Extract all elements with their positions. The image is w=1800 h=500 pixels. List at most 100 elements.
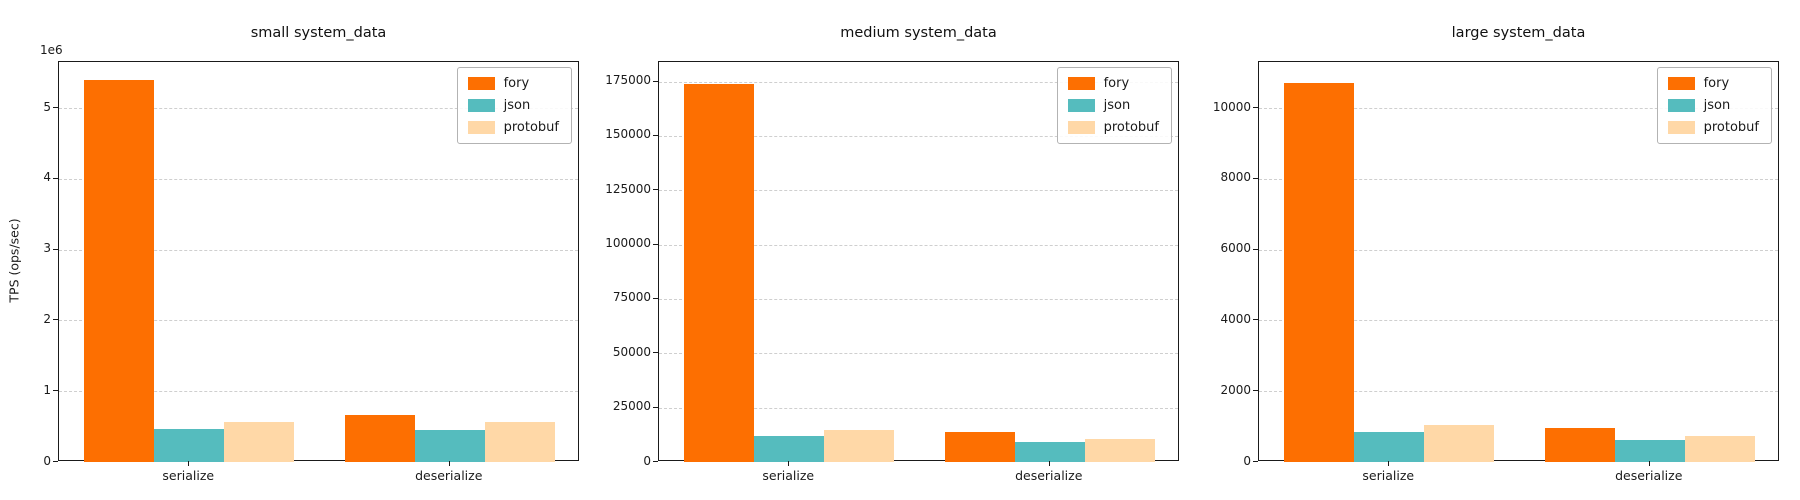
x-tick-label-serialize: serialize — [1362, 468, 1415, 483]
x-tick-mark — [1648, 461, 1650, 466]
y-tick-mark — [653, 352, 658, 354]
gridline-y-125000 — [659, 190, 1178, 192]
chart-medium-system-data: medium system_data 0 25000 50000 75000 10000… — [600, 0, 1200, 500]
legend-label-json: json — [503, 98, 531, 113]
legend-label-protobuf: protobuf — [503, 120, 559, 135]
legend: fory json protobuf — [1656, 67, 1772, 144]
gridline-y-50000 — [659, 353, 1178, 355]
chart-title: large system_data — [1451, 25, 1586, 41]
x-tick-mark — [1048, 461, 1050, 466]
legend-swatch-protobuf — [1067, 121, 1095, 134]
x-tick-label-deserialize: deserialize — [1615, 468, 1683, 483]
gridline-y-10000 — [1259, 108, 1778, 110]
x-tick-label-deserialize: deserialize — [415, 468, 483, 483]
legend-label-fory: fory — [1103, 76, 1130, 91]
bar-protobuf-deserialize — [1684, 436, 1755, 462]
bar-protobuf-serialize — [1424, 424, 1495, 462]
bar-json-serialize — [154, 428, 225, 462]
bar-json-deserialize — [1014, 442, 1085, 462]
y-axis-label: TPS (ops/sec) — [6, 218, 22, 303]
y-tick-label: 0 — [1243, 453, 1251, 468]
y-tick-label: 8000 — [1220, 170, 1251, 185]
chart-large-system-data: large system_data 0 2000 4000 6000 8000 10000… — [1200, 0, 1800, 500]
legend-label-protobuf: protobuf — [1703, 120, 1759, 135]
y-tick-mark — [53, 177, 58, 179]
y-tick-mark — [653, 134, 658, 136]
gridline-y-6000 — [1259, 249, 1778, 251]
y-tick-mark — [1253, 177, 1258, 179]
y-tick-label: 4000 — [1220, 311, 1251, 326]
bar-fory-deserialize — [1544, 428, 1615, 462]
y-tick-label: 75000 — [612, 290, 651, 305]
gridline-y-2000 — [1259, 391, 1778, 393]
legend-entry-fory: fory — [1067, 76, 1159, 91]
legend-entry-json: json — [1067, 98, 1159, 113]
legend-label-json: json — [1703, 98, 1731, 113]
gridline-y-1 — [59, 391, 578, 393]
gridline-y-25000 — [659, 407, 1178, 409]
x-tick-mark — [188, 461, 190, 466]
y-tick-label: 1 — [43, 382, 51, 397]
y-axis-offset-label: 1e6 — [40, 43, 63, 57]
gridline-y-150000 — [659, 135, 1178, 137]
gridline-y-8000 — [1259, 178, 1778, 180]
y-tick-label: 0 — [643, 453, 651, 468]
gridline-y-175000 — [659, 81, 1178, 83]
y-tick-mark — [1253, 390, 1258, 392]
bar-fory-serialize — [84, 79, 155, 462]
bar-fory-deserialize — [944, 431, 1015, 462]
bar-protobuf-deserialize — [484, 422, 555, 462]
bar-protobuf-deserialize — [1084, 439, 1155, 462]
bar-json-serialize — [754, 435, 825, 462]
x-tick-label-deserialize: deserialize — [1015, 468, 1083, 483]
gridline-y-2 — [59, 320, 578, 322]
y-tick-label: 0 — [43, 453, 51, 468]
y-tick-mark — [1253, 319, 1258, 321]
y-tick-mark — [653, 80, 658, 82]
y-tick-mark — [1253, 107, 1258, 109]
legend-swatch-protobuf — [1667, 121, 1695, 134]
x-tick-mark — [788, 461, 790, 466]
legend: fory json protobuf — [456, 67, 572, 144]
legend-swatch-json — [1067, 99, 1095, 112]
gridline-y-75000 — [659, 298, 1178, 300]
bar-json-deserialize — [414, 430, 485, 462]
y-tick-mark — [53, 319, 58, 321]
x-tick-label-serialize: serialize — [162, 468, 215, 483]
legend-entry-protobuf: protobuf — [1667, 120, 1759, 135]
legend-swatch-protobuf — [467, 121, 495, 134]
legend-label-json: json — [1103, 98, 1131, 113]
gridline-y-3 — [59, 249, 578, 251]
gridline-y-100000 — [659, 244, 1178, 246]
legend-swatch-fory — [467, 77, 495, 90]
legend-entry-protobuf: protobuf — [1067, 120, 1159, 135]
y-tick-label: 150000 — [605, 127, 651, 142]
bar-fory-serialize — [1284, 83, 1355, 462]
gridline-y-5 — [59, 108, 578, 110]
bar-protobuf-serialize — [224, 421, 295, 462]
y-tick-mark — [53, 390, 58, 392]
bar-fory-serialize — [684, 83, 755, 462]
bar-json-serialize — [1354, 431, 1425, 462]
legend-label-fory: fory — [1703, 76, 1730, 91]
y-tick-mark — [1253, 461, 1258, 462]
bar-fory-deserialize — [344, 415, 415, 462]
y-tick-mark — [1253, 248, 1258, 250]
chart-title: medium system_data — [840, 25, 997, 41]
legend-swatch-json — [467, 99, 495, 112]
y-tick-label: 125000 — [605, 181, 651, 196]
y-tick-label: 175000 — [605, 73, 651, 88]
bar-protobuf-serialize — [824, 430, 895, 462]
y-tick-mark — [653, 297, 658, 299]
legend-entry-fory: fory — [467, 76, 559, 91]
y-tick-label: 3 — [43, 241, 51, 256]
y-tick-label: 10000 — [1212, 99, 1251, 114]
legend-label-protobuf: protobuf — [1103, 120, 1159, 135]
legend-entry-json: json — [467, 98, 559, 113]
y-tick-label: 4 — [43, 170, 51, 185]
y-tick-label: 2 — [43, 311, 51, 326]
legend-entry-json: json — [1667, 98, 1759, 113]
y-tick-mark — [53, 461, 58, 462]
x-tick-label-serialize: serialize — [762, 468, 815, 483]
